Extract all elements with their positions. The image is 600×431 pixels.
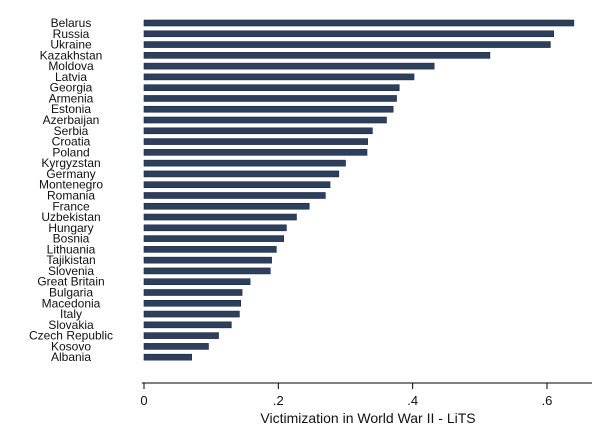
- category-label-armenia: Armenia: [49, 91, 94, 105]
- category-label-serbia: Serbia: [54, 124, 89, 138]
- category-label-azerbaijan: Azerbaijan: [43, 113, 100, 127]
- category-labels-group: BelarusRussiaUkraineKazakhstanMoldovaLat…: [29, 16, 113, 364]
- category-label-latvia: Latvia: [55, 70, 87, 84]
- bar-azerbaijan: [143, 116, 387, 124]
- category-label-moldova: Moldova: [48, 59, 94, 73]
- bar-serbia: [143, 127, 373, 135]
- category-label-great-britain: Great Britain: [37, 275, 104, 289]
- bar-hungary: [143, 224, 287, 232]
- bar-georgia: [143, 84, 400, 91]
- bar-estonia: [143, 105, 394, 113]
- category-label-kazakhstan: Kazakhstan: [40, 48, 103, 62]
- category-label-poland: Poland: [52, 145, 89, 159]
- bar-france: [143, 202, 310, 210]
- category-label-montenegro: Montenegro: [39, 178, 103, 192]
- bar-italy: [143, 310, 240, 318]
- bar-bulgaria: [143, 289, 243, 296]
- category-label-ukraine: Ukraine: [50, 38, 92, 52]
- category-label-lithuania: Lithuania: [47, 242, 96, 256]
- category-label-belarus: Belarus: [51, 16, 92, 30]
- x-tick-label: .4: [407, 393, 418, 408]
- bar-poland: [143, 149, 368, 156]
- category-label-albania: Albania: [51, 350, 91, 364]
- x-axis-title: Victimization in World War II - LiTS: [260, 410, 475, 426]
- bar-bosnia: [143, 235, 285, 242]
- bar-germany: [143, 170, 340, 178]
- category-label-kosovo: Kosovo: [51, 339, 91, 353]
- bar-kazakhstan: [143, 52, 491, 59]
- bar-armenia: [143, 95, 397, 102]
- bar-russia: [143, 30, 555, 38]
- bar-lithuania: [143, 246, 277, 253]
- category-label-kyrgyzstan: Kyrgyzstan: [41, 156, 100, 170]
- category-label-macedonia: Macedonia: [42, 296, 101, 310]
- category-label-georgia: Georgia: [50, 81, 93, 95]
- category-label-italy: Italy: [60, 307, 82, 321]
- category-label-bosnia: Bosnia: [53, 232, 90, 246]
- bar-albania: [143, 353, 192, 361]
- bar-latvia: [143, 73, 415, 81]
- bar-uzbekistan: [143, 213, 297, 221]
- bar-ukraine: [143, 41, 551, 48]
- category-label-estonia: Estonia: [51, 102, 91, 116]
- category-label-germany: Germany: [46, 167, 95, 181]
- bar-slovenia: [143, 267, 271, 275]
- bar-kosovo: [143, 343, 209, 350]
- x-tick-label: 0: [140, 393, 147, 408]
- bar-romania: [143, 192, 326, 199]
- bar-belarus: [143, 19, 575, 27]
- category-label-bulgaria: Bulgaria: [49, 286, 93, 300]
- category-label-tajikistan: Tajikistan: [46, 253, 95, 267]
- bar-slovakia: [143, 321, 232, 329]
- category-label-hungary: Hungary: [48, 221, 93, 235]
- category-label-romania: Romania: [47, 188, 95, 202]
- x-ticks-group: 0 .2 .4 .6: [140, 383, 552, 408]
- bars-group: [143, 19, 575, 361]
- bar-macedonia: [143, 299, 242, 307]
- x-tick-label: .6: [542, 393, 553, 408]
- category-label-slovakia: Slovakia: [48, 318, 94, 332]
- category-label-france: France: [52, 199, 90, 213]
- bar-montenegro: [143, 181, 331, 188]
- bar-czech-republic: [143, 332, 219, 339]
- category-label-croatia: Croatia: [52, 135, 91, 149]
- category-label-slovenia: Slovenia: [48, 264, 94, 278]
- bar-croatia: [143, 138, 368, 145]
- bar-moldova: [143, 62, 435, 70]
- bar-kyrgyzstan: [143, 159, 346, 167]
- bar-great-britain: [143, 278, 251, 286]
- x-tick-label: .2: [273, 393, 284, 408]
- category-label-russia: Russia: [53, 27, 90, 41]
- category-label-uzbekistan: Uzbekistan: [41, 210, 100, 224]
- bar-tajikistan: [143, 256, 272, 264]
- category-label-czech-republic: Czech Republic: [29, 329, 113, 343]
